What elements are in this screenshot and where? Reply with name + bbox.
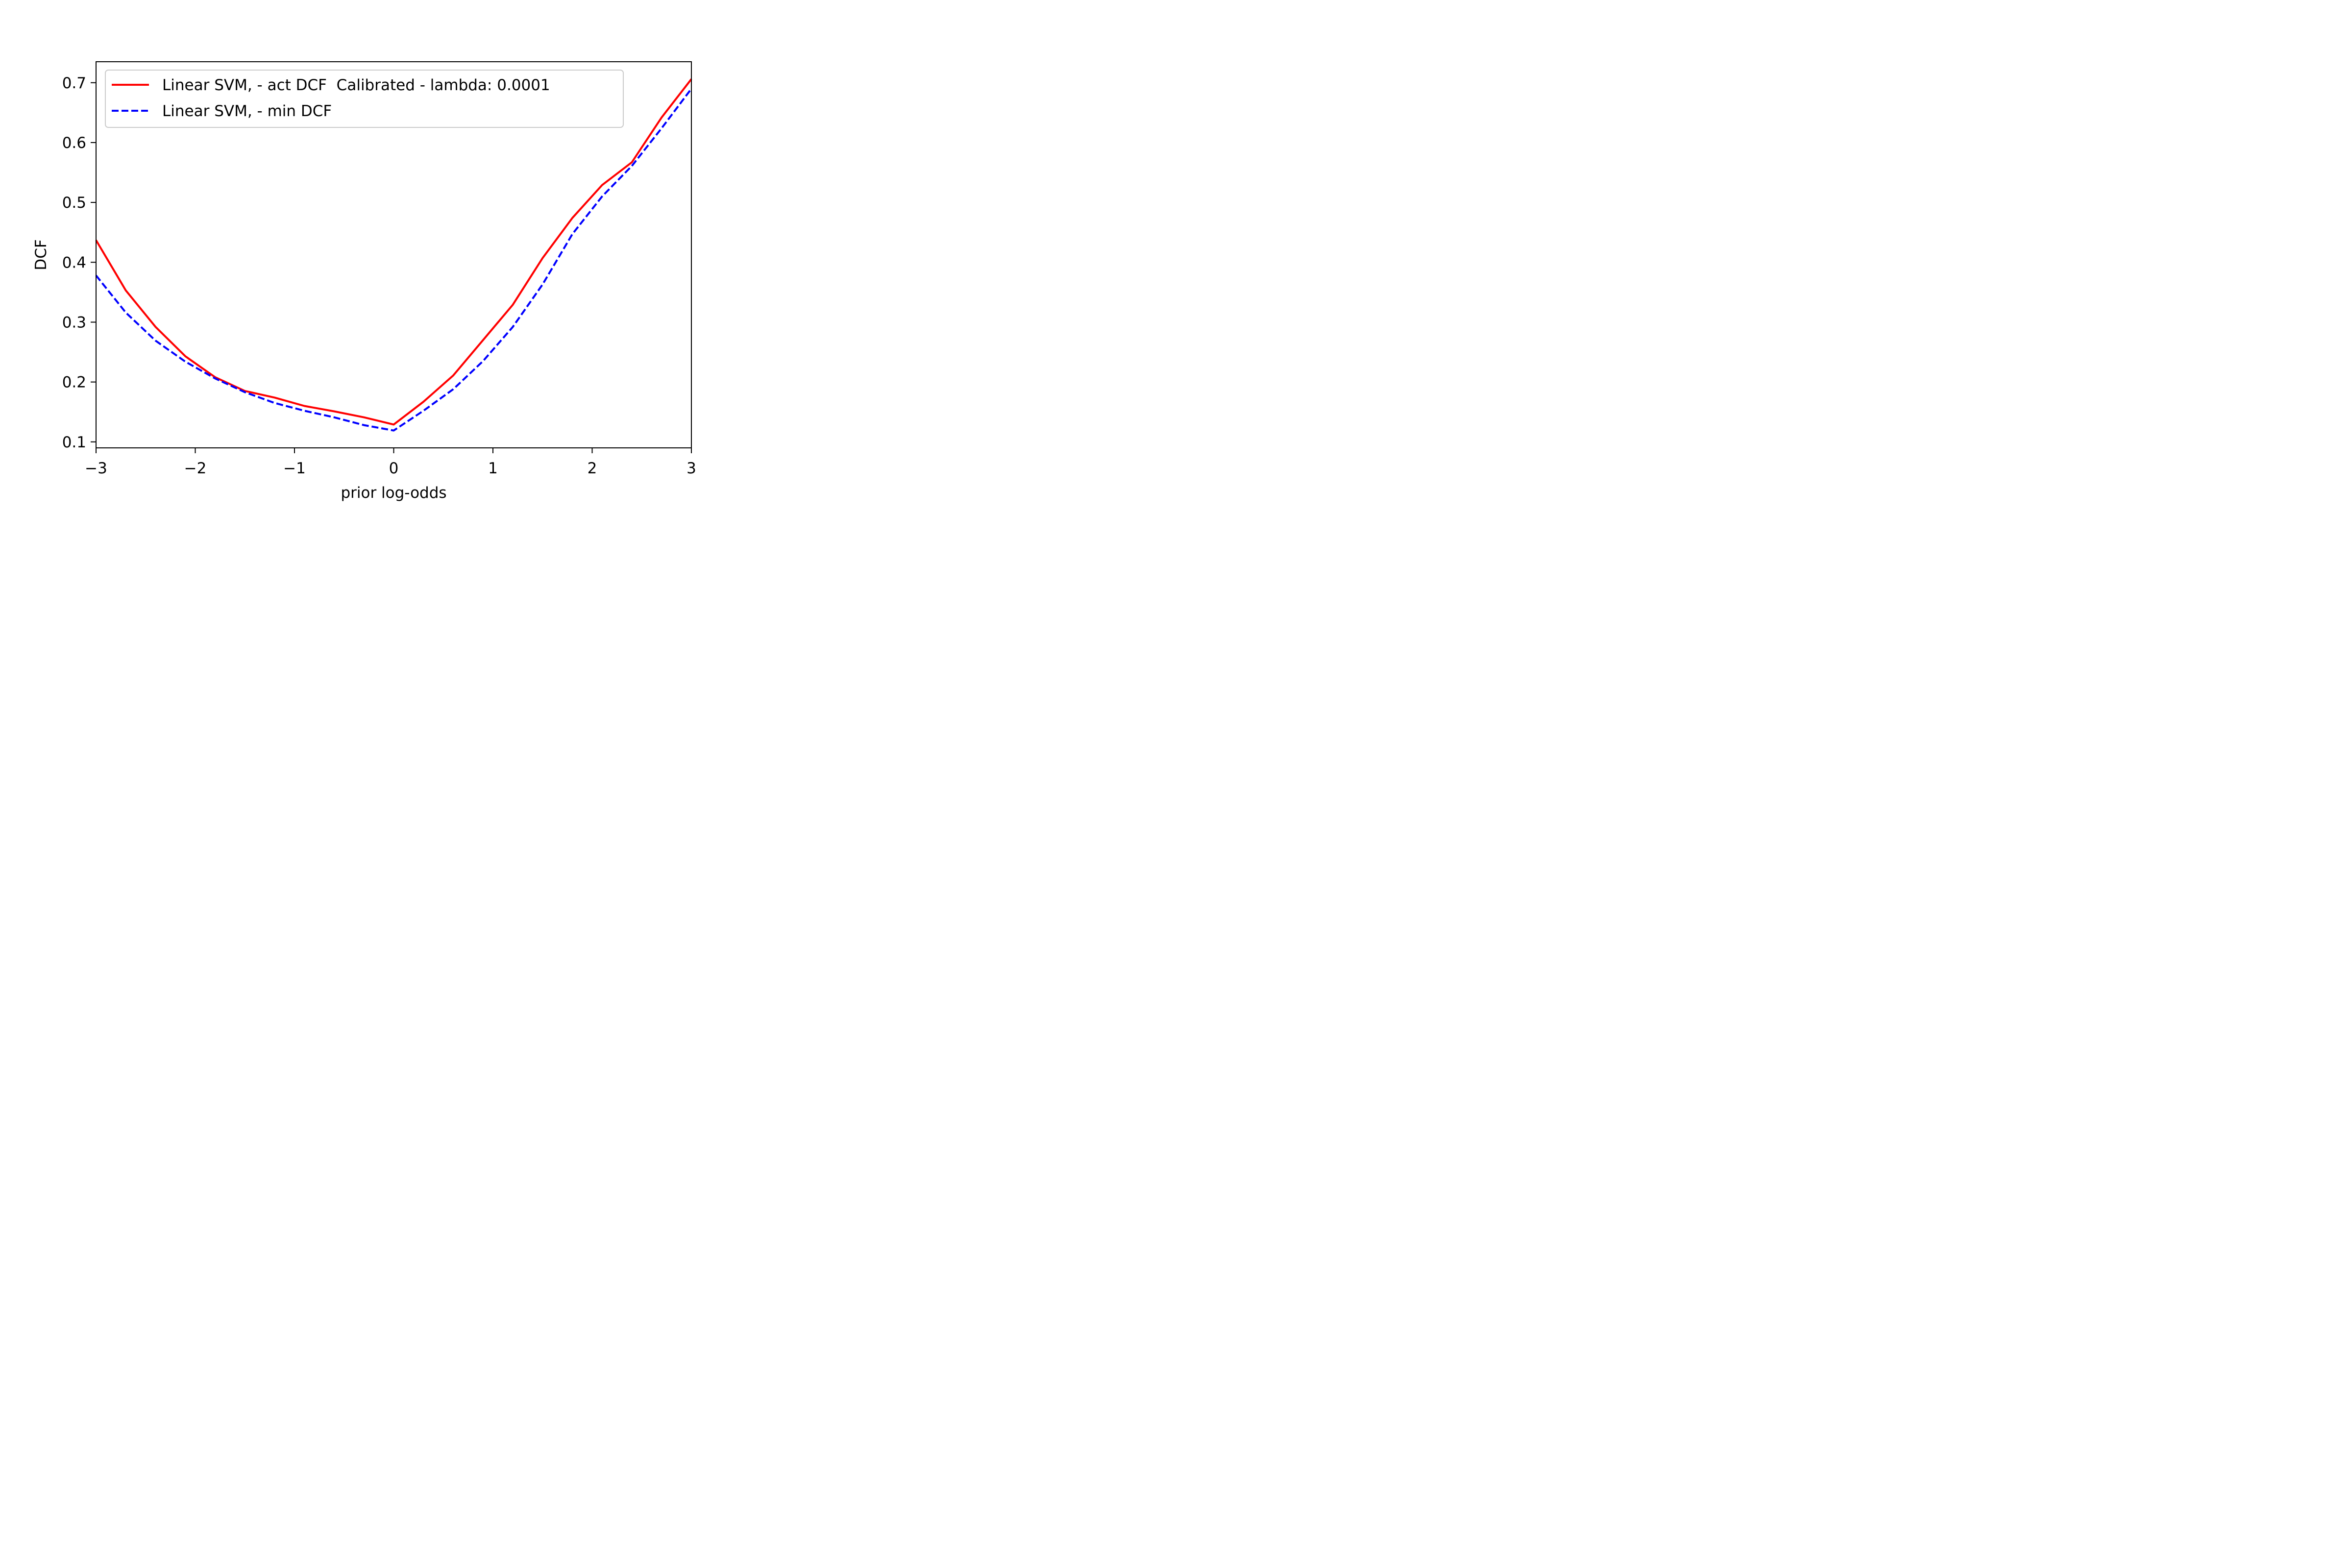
y-axis-label: DCF (32, 239, 50, 270)
legend-box (105, 70, 624, 128)
legend-label: Linear SVM, - min DCF (162, 102, 332, 120)
y-tick-label: 0.2 (62, 374, 86, 392)
x-tick-label: 0 (389, 460, 399, 477)
x-tick-label: −3 (85, 460, 107, 477)
x-tick-label: 2 (588, 460, 597, 477)
x-tick-label: 1 (488, 460, 498, 477)
y-axis: 0.1 0.2 0.3 0.4 0.5 0.6 0.7 (62, 74, 96, 451)
x-tick-label: −1 (283, 460, 306, 477)
series-line-min-dcf (95, 88, 692, 432)
legend: Linear SVM, - act DCF Calibrated - lambd… (105, 70, 624, 128)
chart: −3 −2 −1 0 1 2 3 0.1 0.2 0.3 0.4 0.5 0.6 0.7 prior l… (0, 0, 764, 510)
legend-label: Linear SVM, - act DCF Calibrated - lambd… (162, 76, 550, 94)
series-line-act-dcf (95, 78, 692, 426)
y-tick-label: 0.6 (62, 134, 86, 152)
y-tick-label: 0.3 (62, 314, 86, 331)
x-tick-label: 3 (686, 460, 696, 477)
y-tick-label: 0.4 (62, 254, 86, 271)
y-tick-label: 0.1 (62, 434, 86, 451)
legend-entries: Linear SVM, - act DCF Calibrated - lambd… (112, 76, 550, 120)
x-axis: −3 −2 −1 0 1 2 3 (85, 448, 696, 477)
y-tick-label: 0.7 (62, 74, 86, 92)
x-axis-label: prior log-odds (341, 484, 446, 502)
y-tick-label: 0.5 (62, 194, 86, 212)
x-tick-label: −2 (184, 460, 207, 477)
series-layer (95, 78, 692, 432)
